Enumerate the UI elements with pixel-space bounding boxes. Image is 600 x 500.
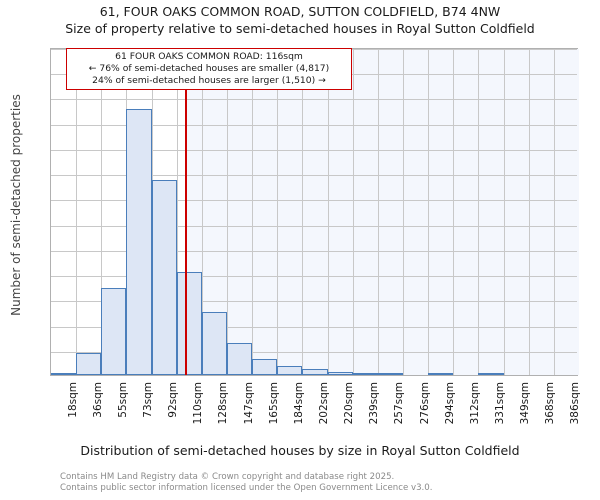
- grid-line-vertical: [428, 49, 430, 375]
- footer-line-2: Contains public sector information licen…: [60, 483, 433, 493]
- grid-line-horizontal: [51, 225, 577, 227]
- x-axis-tick-label: 239sqm: [368, 382, 381, 425]
- histogram-bar: [51, 373, 77, 375]
- histogram-bar: [352, 373, 378, 375]
- grid-line-vertical: [478, 49, 480, 375]
- grid-line-vertical: [101, 49, 103, 375]
- grid-line-horizontal: [51, 351, 577, 353]
- grid-line-vertical: [227, 49, 228, 375]
- histogram-bar: [327, 372, 353, 375]
- grid-line-vertical: [327, 49, 329, 375]
- x-axis-tick-label: 276sqm: [418, 382, 431, 425]
- x-axis-tick-label: 184sqm: [292, 382, 305, 425]
- histogram-bar: [101, 287, 127, 375]
- annotation-line-2: ← 76% of semi-detached houses are smalle…: [88, 62, 330, 74]
- grid-line-vertical: [252, 49, 254, 375]
- grid-line-horizontal: [51, 99, 577, 101]
- grid-line-vertical: [403, 49, 404, 375]
- grid-line-horizontal: [51, 301, 577, 303]
- x-axis-tick-label: 294sqm: [443, 382, 456, 425]
- x-axis-tick-label: 368sqm: [544, 382, 557, 425]
- histogram-bar: [176, 271, 202, 375]
- chart-subtitle: Size of property relative to semi-detach…: [65, 21, 535, 36]
- x-axis-tick-label: 73sqm: [142, 382, 154, 418]
- grid-line-horizontal: [51, 276, 577, 278]
- upper-range-shading: [185, 49, 579, 375]
- property-size-marker-line: [185, 49, 188, 375]
- x-axis-tick-label: 92sqm: [167, 382, 180, 418]
- x-axis-tick-label: 349sqm: [519, 382, 532, 425]
- grid-line-horizontal: [51, 250, 577, 252]
- grid-line-vertical: [453, 49, 455, 375]
- x-axis-tick-label: 257sqm: [393, 382, 406, 425]
- histogram-bar: [76, 352, 102, 375]
- grid-line-vertical: [528, 49, 530, 375]
- property-annotation-box: 61 FOUR OAKS COMMON ROAD: 116sqm ← 76% o…: [66, 48, 352, 91]
- x-axis-tick-label: 331sqm: [494, 382, 506, 425]
- histogram-bar: [277, 365, 303, 375]
- histogram-bar: [302, 369, 328, 375]
- histogram-bar: [428, 373, 454, 375]
- grid-line-vertical: [277, 49, 279, 375]
- grid-line-vertical: [302, 49, 304, 375]
- annotation-line-1: 61 FOUR OAKS COMMON ROAD: 116sqm: [115, 51, 303, 62]
- histogram-bar: [126, 108, 152, 375]
- histogram-bar: [227, 343, 253, 375]
- grid-line-vertical: [352, 49, 354, 375]
- x-axis-tick-label: 55sqm: [116, 382, 129, 418]
- x-axis-tick-label: 18sqm: [66, 382, 79, 418]
- histogram-bar: [252, 359, 278, 375]
- histogram-bar: [377, 373, 403, 375]
- histogram-bar: [151, 180, 177, 375]
- grid-line-vertical: [176, 49, 178, 375]
- footer-line-1: Contains HM Land Registry data © Crown c…: [60, 472, 395, 482]
- grid-line-vertical: [201, 49, 203, 375]
- grid-line-vertical: [553, 49, 555, 375]
- grid-line-horizontal: [51, 175, 577, 177]
- grid-line-vertical: [76, 49, 78, 375]
- y-axis-label: Number of semi-detached properties: [9, 94, 23, 316]
- x-axis-label: Distribution of semi-detached houses by …: [80, 443, 520, 458]
- x-axis-tick-label: 147sqm: [242, 382, 255, 425]
- x-axis-tick-label: 202sqm: [318, 382, 330, 425]
- x-axis-tick-label: 220sqm: [343, 382, 356, 425]
- x-axis-tick-label: 312sqm: [468, 382, 481, 425]
- x-axis-tick-label: 386sqm: [569, 382, 582, 425]
- chart-title: 61, FOUR OAKS COMMON ROAD, SUTTON COLDFI…: [99, 4, 501, 19]
- grid-line-horizontal: [51, 326, 577, 328]
- grid-line-vertical: [503, 49, 505, 375]
- y-axis-label-wrap: Number of semi-detached properties: [0, 48, 23, 376]
- x-axis-tick-label: 36sqm: [91, 382, 104, 418]
- annotation-line-3: 24% of semi-detached houses are larger (…: [92, 74, 326, 86]
- x-axis-tick-label: 128sqm: [217, 382, 230, 425]
- x-axis-tick-label: 165sqm: [267, 382, 280, 425]
- histogram-bar: [478, 373, 504, 375]
- grid-line-horizontal: [51, 149, 577, 151]
- plot-area: [50, 48, 579, 376]
- x-axis-tick-label: 110sqm: [192, 382, 205, 425]
- grid-line-horizontal: [51, 200, 577, 202]
- grid-line-vertical: [377, 49, 379, 375]
- grid-line-horizontal: [51, 124, 577, 126]
- histogram-bar: [201, 311, 227, 375]
